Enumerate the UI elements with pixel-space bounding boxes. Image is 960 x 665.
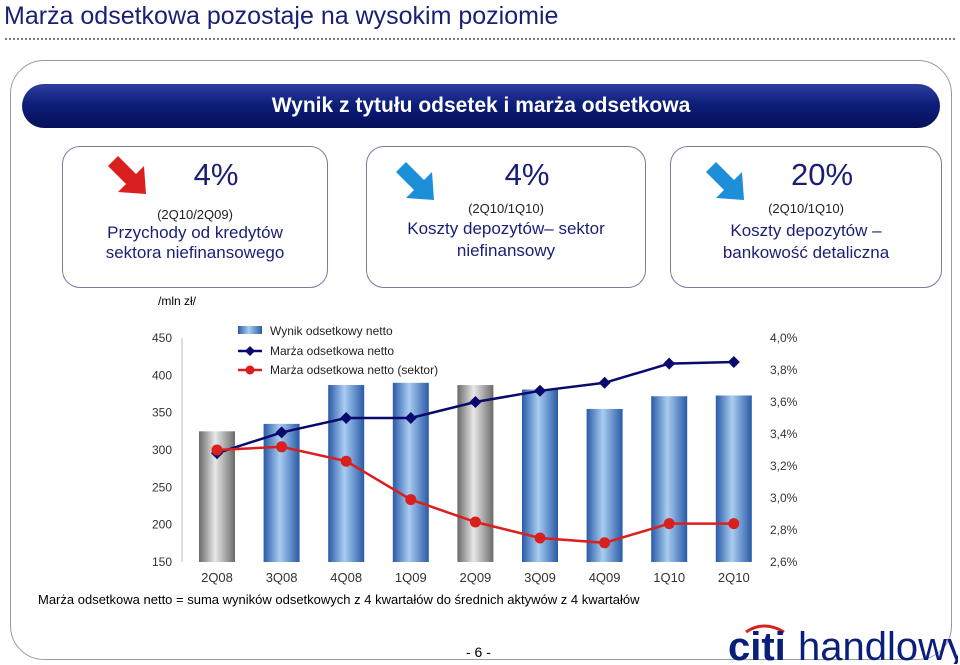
- legend-sector-marker: [245, 365, 255, 375]
- card-pct: 4%: [193, 157, 239, 192]
- bar-1Q09: [392, 382, 429, 562]
- category-label: 4Q09: [589, 570, 621, 585]
- sector-margin-point-3Q08: [276, 441, 288, 453]
- legend-label: Wynik odsetkowy netto: [270, 324, 393, 338]
- footnote: Marża odsetkowa netto = suma wyników ods…: [38, 592, 640, 607]
- bar-4Q09: [586, 408, 623, 562]
- right-tick-label: 3,2%: [770, 459, 798, 473]
- sector-margin-point-2Q08: [211, 444, 223, 456]
- margin-point-3Q09: [534, 384, 546, 397]
- sector-margin-point-1Q10: [663, 518, 675, 530]
- category-label: 3Q09: [524, 570, 556, 585]
- title-divider: [5, 38, 955, 40]
- category-label: 4Q08: [330, 570, 362, 585]
- right-tick-label: 3,6%: [770, 395, 798, 409]
- card-desc-line1: Przychody od kredytów: [107, 223, 283, 242]
- card-pct: 4%: [504, 157, 550, 192]
- right-tick-label: 3,0%: [770, 491, 798, 505]
- legend-label: Marża odsetkowa netto (sektor): [270, 363, 438, 377]
- card-pct: 20%: [790, 157, 854, 192]
- bar-1Q10: [651, 396, 688, 562]
- arrow-down-right-icon: [108, 156, 146, 194]
- category-label: 3Q08: [266, 570, 298, 585]
- card-period: (2Q10/1Q10): [468, 201, 544, 216]
- left-tick-label: 400: [152, 368, 172, 382]
- logo-handlowy: handlowy: [798, 625, 958, 664]
- margin-point-4Q09: [598, 376, 611, 389]
- right-tick-label: 2,8%: [770, 523, 798, 537]
- sector-margin-point-4Q09: [599, 537, 611, 549]
- sector-margin-point-2Q09: [469, 516, 481, 528]
- left-tick-label: 150: [152, 555, 172, 569]
- arrow-down-right-icon: [396, 162, 434, 200]
- right-tick-label: 3,8%: [770, 363, 798, 377]
- right-tick-label: 2,6%: [770, 555, 798, 569]
- card-loan-income: 4% (2Q10/2Q09) Przychody od kredytów sek…: [62, 146, 328, 288]
- legend-label: Marża odsetkowa netto: [270, 344, 394, 358]
- sector-margin-point-4Q08: [340, 455, 352, 467]
- page-title: Marża odsetkowa pozostaje na wysokim poz…: [4, 2, 559, 30]
- page-number: - 6 -: [466, 644, 491, 660]
- right-tick-label: 4,0%: [770, 331, 798, 345]
- bar-4Q08: [328, 385, 365, 562]
- unit-label: /mln zł/: [158, 294, 197, 308]
- category-label: 1Q09: [395, 570, 427, 585]
- category-label: 1Q10: [653, 570, 685, 585]
- category-label: 2Q09: [459, 570, 491, 585]
- left-tick-label: 350: [152, 406, 172, 420]
- margin-point-1Q09: [404, 412, 417, 424]
- sector-margin-point-3Q09: [534, 532, 546, 544]
- category-label: 2Q10: [718, 570, 750, 585]
- left-tick-label: 450: [152, 331, 172, 345]
- bar-2Q10: [715, 395, 752, 562]
- card-desc-line1: Koszty depozytów– sektor: [407, 219, 605, 238]
- arrow-down-right-icon: [706, 162, 744, 200]
- margin-point-2Q10: [727, 356, 740, 368]
- card-desc-line2: niefinansowy: [456, 241, 556, 260]
- margin-point-2Q09: [469, 396, 482, 408]
- left-tick-label: 250: [152, 480, 172, 494]
- card-deposit-cost-sector: 4% (2Q10/1Q10) Koszty depozytów– sektor …: [366, 146, 646, 288]
- margin-point-3Q08: [275, 426, 288, 439]
- card-desc-line1: Koszty depozytów –: [730, 221, 882, 240]
- sector-margin-point-1Q09: [405, 494, 417, 506]
- section-banner: Wynik z tytułu odsetek i marża odsetkowa: [22, 84, 940, 128]
- sector-margin-point-2Q10: [728, 518, 740, 530]
- card-period: (2Q10/2Q09): [157, 207, 233, 222]
- logo-citi: citi: [728, 625, 786, 664]
- card-desc-line2: sektora niefinansowego: [105, 243, 285, 262]
- citi-handlowy-logo: citi handlowy: [728, 624, 958, 664]
- category-label: 2Q08: [201, 570, 233, 585]
- legend-bar-swatch: [238, 326, 262, 334]
- card-desc-line2: bankowość detaliczna: [722, 243, 890, 262]
- left-tick-label: 300: [152, 443, 172, 457]
- right-tick-label: 3,4%: [770, 427, 798, 441]
- bar-2Q09: [457, 385, 494, 562]
- margin-point-4Q08: [340, 412, 353, 424]
- left-tick-label: 200: [152, 518, 172, 532]
- card-period: (2Q10/1Q10): [768, 201, 844, 216]
- legend-margin-marker: [245, 346, 255, 356]
- margin-point-1Q10: [663, 357, 676, 370]
